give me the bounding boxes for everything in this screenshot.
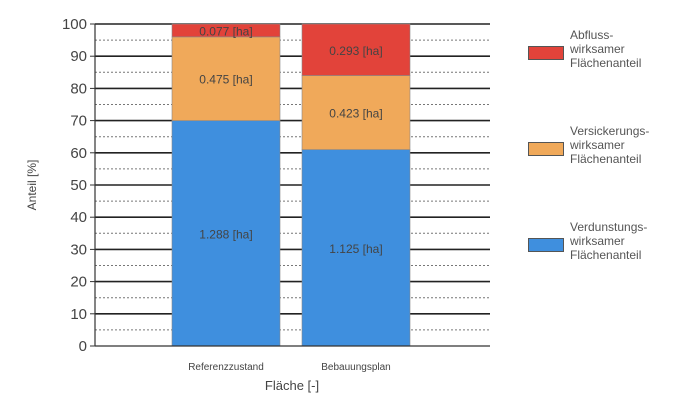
x-tick-label: Referenzzustand — [188, 362, 264, 373]
legend-label-verdunstung: Verdunstungs- wirksamer Flächenanteil — [570, 220, 648, 262]
y-tick-label: 40 — [70, 209, 87, 226]
bar-segment — [171, 120, 281, 347]
bars: 1.288 [ha] 0.475 [ha] 0.077 [ha] 1.125 [ha]… — [171, 23, 411, 347]
legend-swatch-versickerung — [528, 142, 564, 156]
bar-value-label: 0.077 [ha] — [199, 24, 252, 38]
bar-value-label: 0.475 [ha] — [199, 73, 252, 87]
bar-segment — [301, 23, 411, 76]
x-tick-label: Bebauungsplan — [321, 362, 391, 373]
legend-item-versickerung: Versickerungs- wirksamer Flächenanteil — [528, 124, 688, 220]
y-tick-label: 10 — [70, 306, 87, 323]
y-tick-label: 20 — [70, 274, 87, 291]
bar-value-label: 0.423 [ha] — [329, 107, 382, 121]
y-tick-label: 60 — [70, 145, 87, 162]
y-tick-label: 80 — [70, 80, 87, 97]
y-tick-label: 0 — [79, 338, 87, 355]
legend: Abfluss- wirksamer Flächenanteil Versick… — [528, 28, 688, 316]
y-axis-label: Anteil [%] — [25, 160, 39, 211]
x-axis-label: Fläche [-] — [265, 378, 319, 393]
bar-value-label: 1.288 [ha] — [199, 227, 252, 241]
grid-lines — [95, 23, 490, 331]
y-tick-label: 90 — [70, 48, 87, 65]
bar-segment — [301, 149, 411, 347]
bar-value-label: 0.293 [ha] — [329, 44, 382, 58]
legend-swatch-abfluss — [528, 46, 564, 60]
legend-swatch-verdunstung — [528, 238, 564, 252]
bar-segment — [171, 36, 281, 121]
y-tick-label: 50 — [70, 177, 87, 194]
y-tick-labels: 0 10 20 30 40 50 60 70 80 90 100 — [62, 16, 95, 355]
legend-item-verdunstung: Verdunstungs- wirksamer Flächenanteil — [528, 220, 688, 316]
y-tick-label: 100 — [62, 16, 87, 33]
x-tick-labels: Referenzzustand Bebauungsplan — [188, 362, 391, 373]
legend-label-abfluss: Abfluss- wirksamer Flächenanteil — [570, 28, 642, 70]
legend-label-versickerung: Versickerungs- wirksamer Flächenanteil — [570, 124, 650, 166]
bar-segment — [301, 75, 411, 150]
y-tick-label: 70 — [70, 113, 87, 130]
legend-item-abfluss: Abfluss- wirksamer Flächenanteil — [528, 28, 688, 124]
bar-value-label: 1.125 [ha] — [329, 242, 382, 256]
y-tick-label: 30 — [70, 241, 87, 258]
bar-segment — [171, 23, 281, 38]
